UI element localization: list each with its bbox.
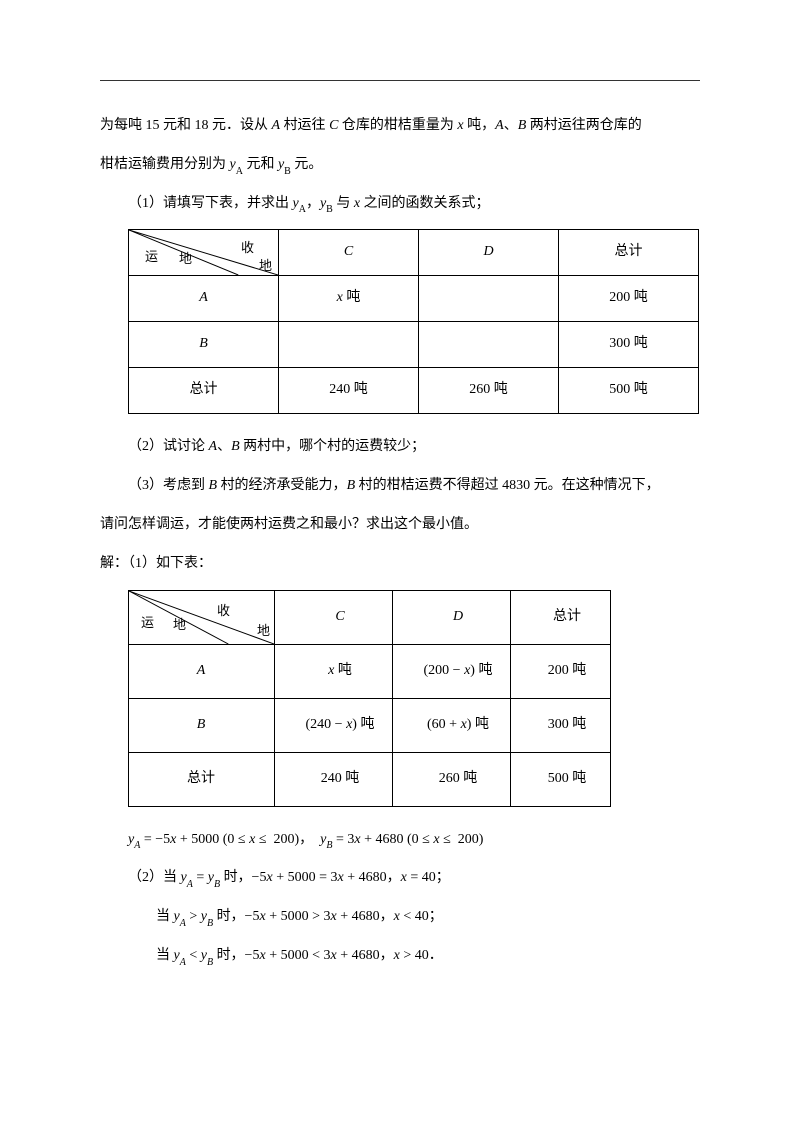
table-row: 总计 240 吨 260 吨 500 吨	[129, 368, 699, 414]
table-cell: B	[129, 698, 275, 752]
diag-label: 地	[173, 611, 186, 640]
solution-label: 解：	[100, 556, 128, 571]
table-cell: 240 吨	[279, 368, 419, 414]
table-cell: C	[279, 230, 419, 276]
table-cell: 300 吨	[511, 698, 611, 752]
diag-label: 收	[217, 597, 230, 626]
solution-2c: 当 yA < yB 时，−5x + 5000 < 3x + 4680，x > 4…	[100, 941, 700, 972]
table-cell: 260 吨	[393, 752, 511, 806]
solution-2a: （2）当 yA = yB 时，−5x + 5000 = 3x + 4680，x …	[100, 863, 700, 894]
intro-line-2: 柑桔运输费用分别为 yA 元和 yB 元。	[100, 150, 700, 181]
question-3b: 请问怎样调运，才能使两村运费之和最小？求出这个最小值。	[100, 510, 700, 541]
intro-line-1: 为每吨 15 元和 18 元．设从 A 村运往 C 仓库的柑桔重量为 x 吨，A…	[100, 111, 700, 142]
table-cell: 200 吨	[559, 276, 699, 322]
table-row: A x 吨 (200 − x) 吨 200 吨	[129, 644, 611, 698]
table-cell: 300 吨	[559, 322, 699, 368]
table-cell	[279, 322, 419, 368]
solution-2b: 当 yA > yB 时，−5x + 5000 > 3x + 4680，x < 4…	[100, 902, 700, 933]
table-2: 收 地 运 地 C D 总计 A x 吨 (200 − x) 吨 200 吨 B…	[128, 590, 611, 807]
table-cell: 总计	[129, 752, 275, 806]
table-cell: x 吨	[275, 644, 393, 698]
question-1: （1）请填写下表，并求出 yA，yB 与 x 之间的函数关系式；	[100, 189, 700, 220]
table-row: A x 吨 200 吨	[129, 276, 699, 322]
table-cell: x 吨	[279, 276, 419, 322]
page: 为每吨 15 元和 18 元．设从 A 村运往 C 仓库的柑桔重量为 x 吨，A…	[0, 0, 800, 1040]
table-row: B (240 − x) 吨 (60 + x) 吨 300 吨	[129, 698, 611, 752]
question-3a: （3）考虑到 B 村的经济承受能力，B 村的柑桔运费不得超过 4830 元。在这…	[100, 471, 700, 502]
table-cell: 200 吨	[511, 644, 611, 698]
table-cell: A	[129, 644, 275, 698]
table-cell: 总计	[511, 590, 611, 644]
table-cell: C	[275, 590, 393, 644]
question-2: （2）试讨论 A、B 两村中，哪个村的运费较少；	[100, 432, 700, 463]
table-cell: (60 + x) 吨	[393, 698, 511, 752]
table-cell: A	[129, 276, 279, 322]
diagonal-header-cell: 收 地 运 地	[129, 230, 279, 276]
diag-label: 运	[145, 243, 158, 272]
table-cell: 总计	[559, 230, 699, 276]
table-cell: (200 − x) 吨	[393, 644, 511, 698]
diag-label: 收	[241, 234, 254, 263]
table-cell: 260 吨	[419, 368, 559, 414]
table-cell: 总计	[129, 368, 279, 414]
table-1: 收 地 运 地 C D 总计 A x 吨 200 吨 B 300 吨 总计 24…	[128, 229, 699, 414]
table-cell: B	[129, 322, 279, 368]
top-rule	[100, 80, 700, 81]
table-row: 收 地 运 地 C D 总计	[129, 590, 611, 644]
table-cell: (240 − x) 吨	[275, 698, 393, 752]
table-cell	[419, 322, 559, 368]
table-cell: 500 吨	[511, 752, 611, 806]
table-cell: D	[419, 230, 559, 276]
table-cell: 240 吨	[275, 752, 393, 806]
diagonal-header-cell: 收 地 运 地	[129, 590, 275, 644]
solution-header: 解：（1）如下表：	[100, 549, 700, 580]
equation-1: yA = −5x + 5000 (0 ≤ x ≤ 200)， yB = 3x +…	[100, 825, 700, 856]
table-cell: D	[393, 590, 511, 644]
diag-label: 地	[259, 252, 272, 281]
diag-label: 运	[141, 609, 154, 638]
table-row: B 300 吨	[129, 322, 699, 368]
diag-label: 地	[179, 245, 192, 274]
table-cell	[419, 276, 559, 322]
diag-label: 地	[257, 617, 270, 646]
table-row: 总计 240 吨 260 吨 500 吨	[129, 752, 611, 806]
table-cell: 500 吨	[559, 368, 699, 414]
table-row: 收 地 运 地 C D 总计	[129, 230, 699, 276]
solution-1-label: （1）如下表：	[128, 556, 212, 571]
